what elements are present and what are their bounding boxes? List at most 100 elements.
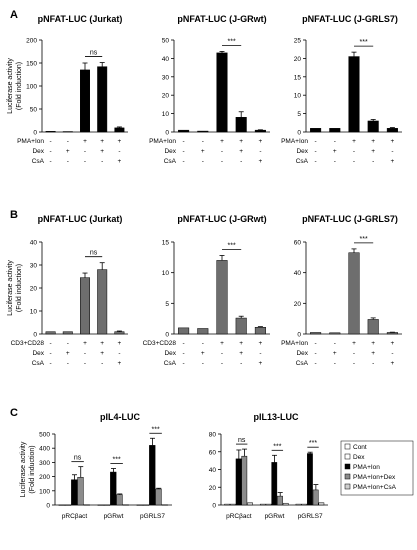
condition-sign: + (100, 148, 104, 155)
legend-swatch (344, 483, 351, 490)
legend-swatch (344, 453, 351, 460)
bar (235, 458, 242, 506)
y-axis-label: Luciferase activity (7, 58, 14, 114)
condition-sign: + (259, 340, 263, 347)
condition-sign: - (50, 138, 52, 145)
bar (97, 66, 108, 133)
condition-sign: + (100, 350, 104, 357)
condition-sign: + (100, 340, 104, 347)
condition-sign: - (183, 360, 185, 367)
y-tick-label: 0 (297, 332, 301, 339)
condition-sign: - (84, 148, 86, 155)
y-tick-label: 100 (26, 84, 37, 91)
chart-title: pNFAT-LUC (J-GRwt) (177, 14, 266, 24)
y-tick-label: 20 (162, 93, 170, 100)
condition-label: CsA (32, 360, 45, 367)
bar (161, 504, 168, 506)
y-axis-label: (Fold induction) (29, 445, 36, 493)
condition-sign: - (101, 158, 103, 165)
y-tick-label: 30 (30, 263, 38, 270)
condition-label: CD3+CD28 (11, 340, 45, 347)
legend-label: PMA+Ion+Dex (353, 474, 396, 481)
legend-label: PMA+Ion (353, 464, 380, 471)
y-tick-label: 100 (39, 488, 50, 495)
bar (80, 277, 90, 335)
bar (83, 504, 90, 506)
category-label: pGRLS7 (298, 513, 323, 520)
condition-sign: - (353, 148, 355, 155)
y-tick-label: 300 (39, 460, 50, 467)
y-tick-label: 5 (297, 111, 301, 118)
legend-swatch (344, 463, 351, 470)
bar (114, 127, 125, 133)
condition-sign: - (334, 360, 336, 367)
bar (178, 327, 190, 335)
category-label: pRCβact (226, 513, 252, 520)
condition-sign: - (391, 148, 393, 155)
condition-sign: - (315, 360, 317, 367)
y-tick-label: 60 (294, 240, 302, 247)
condition-sign: + (371, 148, 375, 155)
y-tick-label: 40 (162, 56, 170, 63)
y-tick-label: 40 (209, 467, 217, 474)
legend-label: PMA+Ion+CsA (353, 484, 397, 491)
condition-sign: + (239, 340, 243, 347)
condition-sign: + (259, 360, 263, 367)
bar (259, 503, 266, 506)
bar (77, 477, 84, 506)
y-tick-label: 0 (33, 130, 37, 137)
y-tick-label: 0 (165, 332, 169, 339)
condition-sign: - (202, 138, 204, 145)
condition-sign: - (118, 350, 120, 357)
bar (178, 129, 190, 133)
condition-sign: + (371, 138, 375, 145)
bar (142, 504, 150, 506)
bar (235, 117, 247, 133)
category-label: pGRLS7 (140, 513, 165, 520)
significance-label: ns (74, 455, 82, 462)
condition-sign: + (391, 138, 395, 145)
significance-label: ns (238, 437, 246, 444)
condition-sign: - (240, 360, 242, 367)
bar (216, 52, 228, 133)
chart-title: pNFAT-LUC (Jurkat) (38, 214, 123, 224)
bar (155, 488, 162, 506)
bar (216, 260, 228, 335)
category-label: pGRwt (104, 513, 124, 520)
condition-sign: - (101, 360, 103, 367)
condition-sign: + (83, 138, 87, 145)
significance-label: *** (152, 426, 160, 433)
condition-sign: - (84, 350, 86, 357)
significance-label: *** (273, 443, 281, 450)
bar (307, 453, 313, 506)
condition-sign: + (259, 138, 263, 145)
significance-label: *** (360, 236, 368, 243)
bar (97, 504, 104, 506)
legend-label: Dex (353, 454, 365, 461)
y-tick-label: 50 (30, 107, 38, 114)
y-tick-label: 20 (30, 286, 38, 293)
condition-sign: + (391, 360, 395, 367)
bar (247, 502, 253, 506)
significance-label: *** (228, 242, 236, 249)
bar (80, 69, 90, 133)
bar (224, 503, 231, 506)
condition-sign: + (371, 340, 375, 347)
condition-label: PMA+Ion (17, 138, 44, 145)
y-tick-label: 0 (46, 503, 50, 510)
significance-label: *** (228, 38, 236, 45)
bar (310, 128, 322, 133)
bar (97, 269, 108, 335)
bar (103, 504, 111, 506)
bar (71, 479, 78, 506)
significance-label: ns (90, 50, 98, 57)
panel-letter: C (10, 407, 18, 419)
bar (277, 495, 283, 506)
condition-sign: - (315, 158, 317, 165)
significance-label: *** (309, 440, 317, 447)
bar (265, 503, 272, 506)
condition-label: Dex (32, 350, 44, 357)
bar (197, 328, 209, 335)
condition-sign: - (50, 350, 52, 357)
condition-sign: + (220, 138, 224, 145)
